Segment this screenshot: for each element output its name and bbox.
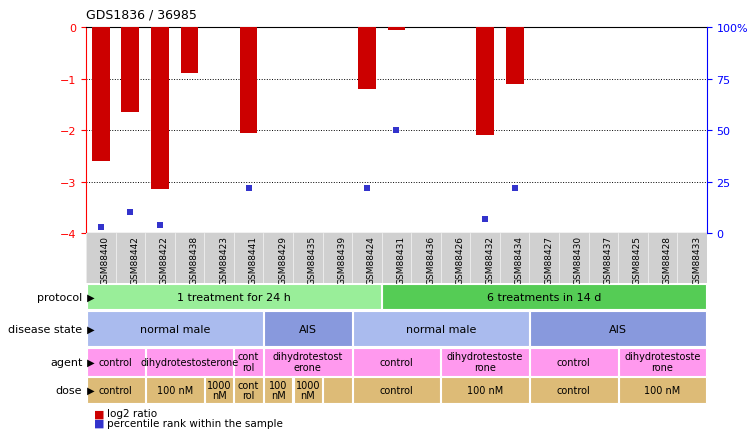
Bar	[382, 284, 706, 309]
Text: control: control	[379, 385, 414, 395]
Text: GSM88423: GSM88423	[219, 236, 228, 284]
Bar	[146, 348, 233, 376]
Text: GSM88435: GSM88435	[307, 236, 316, 285]
Text: GSM88437: GSM88437	[604, 236, 613, 285]
Text: ▶: ▶	[84, 357, 94, 367]
Text: GSM88434: GSM88434	[515, 236, 524, 284]
Bar	[358, 28, 375, 90]
Text: dihydrotestost
erone: dihydrotestost erone	[272, 352, 343, 372]
Bar	[234, 378, 263, 403]
Text: GSM88438: GSM88438	[189, 236, 198, 285]
Bar	[530, 312, 706, 346]
Bar	[619, 378, 706, 403]
Bar	[87, 348, 144, 376]
Text: AIS: AIS	[609, 324, 627, 334]
Text: GSM88426: GSM88426	[456, 236, 465, 284]
Text: cont
rol: cont rol	[238, 380, 260, 401]
Text: control: control	[379, 357, 414, 367]
Text: GSM88431: GSM88431	[396, 236, 405, 285]
Bar	[506, 28, 524, 85]
Text: GSM88424: GSM88424	[367, 236, 376, 284]
Text: 100 nM: 100 nM	[467, 385, 503, 395]
Bar	[234, 348, 263, 376]
Text: GSM88441: GSM88441	[248, 236, 257, 284]
Bar	[240, 28, 257, 133]
Bar	[146, 378, 203, 403]
Bar	[353, 348, 440, 376]
Bar	[476, 28, 494, 136]
Text: 1 treatment for 24 h: 1 treatment for 24 h	[177, 292, 291, 302]
Text: dose: dose	[56, 385, 82, 395]
Text: cont
rol: cont rol	[238, 352, 260, 372]
Text: GSM88429: GSM88429	[278, 236, 287, 284]
Text: ■: ■	[94, 418, 104, 428]
Text: control: control	[557, 385, 591, 395]
Text: 100 nM: 100 nM	[156, 385, 193, 395]
Bar	[387, 28, 405, 31]
Text: disease state: disease state	[8, 324, 82, 334]
Text: AIS: AIS	[298, 324, 316, 334]
Text: GSM88425: GSM88425	[633, 236, 642, 284]
Text: 6 treatments in 14 d: 6 treatments in 14 d	[487, 292, 601, 302]
Text: GSM88432: GSM88432	[485, 236, 494, 284]
Bar	[530, 348, 618, 376]
Text: normal male: normal male	[140, 324, 210, 334]
Text: agent: agent	[50, 357, 82, 367]
Text: GSM88428: GSM88428	[663, 236, 672, 284]
Bar	[264, 378, 292, 403]
Text: 100
nM: 100 nM	[269, 380, 287, 401]
Text: GSM88422: GSM88422	[160, 236, 169, 284]
Text: control: control	[99, 385, 132, 395]
Text: GSM88433: GSM88433	[692, 236, 701, 285]
Bar	[353, 312, 529, 346]
Text: GSM88442: GSM88442	[130, 236, 139, 284]
Text: 1000
nM: 1000 nM	[295, 380, 320, 401]
Text: dihydrotestoste
rone: dihydrotestoste rone	[625, 352, 701, 372]
Bar	[323, 378, 352, 403]
Text: GSM88436: GSM88436	[426, 236, 435, 285]
Text: 1000
nM: 1000 nM	[206, 380, 231, 401]
Text: control: control	[557, 357, 591, 367]
Text: percentile rank within the sample: percentile rank within the sample	[107, 418, 283, 428]
Bar	[180, 28, 198, 73]
Bar	[87, 312, 263, 346]
Text: GSM88440: GSM88440	[101, 236, 110, 284]
Bar	[293, 378, 322, 403]
Text: normal male: normal male	[405, 324, 476, 334]
Bar	[264, 312, 352, 346]
Bar	[441, 348, 529, 376]
Text: GSM88427: GSM88427	[545, 236, 554, 284]
Text: ▶: ▶	[84, 385, 94, 395]
Text: ▶: ▶	[84, 324, 94, 334]
Text: control: control	[99, 357, 132, 367]
Bar	[121, 28, 139, 113]
Bar	[353, 378, 440, 403]
Text: ■: ■	[94, 408, 104, 418]
Text: GSM88439: GSM88439	[337, 236, 346, 285]
Text: log2 ratio: log2 ratio	[107, 408, 157, 418]
Bar	[619, 348, 706, 376]
Text: GSM88430: GSM88430	[574, 236, 583, 285]
Bar	[87, 284, 381, 309]
Bar	[264, 348, 352, 376]
Bar	[87, 378, 144, 403]
Text: protocol: protocol	[37, 292, 82, 302]
Bar	[92, 28, 110, 161]
Bar	[530, 378, 618, 403]
Bar	[441, 378, 529, 403]
Bar	[151, 28, 169, 190]
Text: dihydrotestosterone: dihydrotestosterone	[141, 357, 239, 367]
Text: dihydrotestoste
rone: dihydrotestoste rone	[447, 352, 524, 372]
Text: GDS1836 / 36985: GDS1836 / 36985	[86, 9, 197, 22]
Text: 100 nM: 100 nM	[644, 385, 681, 395]
Bar	[205, 378, 233, 403]
Text: ▶: ▶	[84, 292, 94, 302]
